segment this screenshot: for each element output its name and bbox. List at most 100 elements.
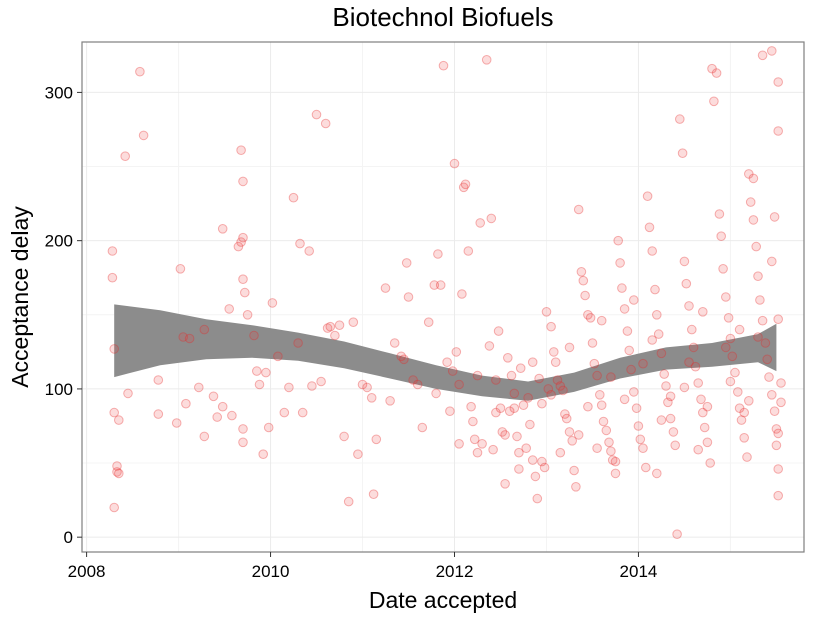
data-point <box>311 109 322 120</box>
data-point <box>457 289 467 299</box>
data-point <box>748 173 759 184</box>
data-point <box>527 455 538 465</box>
data-point <box>769 212 780 222</box>
data-point <box>181 398 191 409</box>
data-point <box>653 329 664 339</box>
data-point <box>466 401 476 412</box>
data-point <box>497 427 508 437</box>
data-point <box>734 403 745 414</box>
data-point <box>236 145 246 155</box>
data-point <box>555 447 566 458</box>
data-point <box>619 394 630 405</box>
data-point <box>576 267 587 277</box>
data-point <box>569 465 579 476</box>
chart-title: Biotechnol Biofuels <box>332 2 553 32</box>
data-point <box>598 416 609 427</box>
data-point <box>767 390 777 400</box>
smooth-band-group <box>114 304 777 401</box>
data-point <box>550 357 561 368</box>
data-point <box>665 413 676 424</box>
data-point <box>261 367 271 378</box>
y-axis-label: Acceptance delay <box>7 206 33 388</box>
data-point <box>208 391 219 402</box>
data-point <box>638 443 648 454</box>
data-point <box>675 114 685 124</box>
data-point <box>224 304 234 314</box>
data-point <box>233 241 244 252</box>
data-point <box>153 409 164 419</box>
data-point <box>564 342 575 353</box>
data-point <box>773 490 784 501</box>
data-point <box>709 96 719 107</box>
data-point <box>537 456 547 467</box>
data-point <box>684 357 694 368</box>
data-point <box>423 317 434 328</box>
y-tick-label: 300 <box>45 83 73 102</box>
data-point <box>659 369 670 379</box>
data-point <box>656 348 667 359</box>
data-point <box>438 60 449 71</box>
data-point <box>353 449 363 460</box>
data-point <box>707 63 717 74</box>
data-point <box>408 375 418 385</box>
data-point <box>273 351 283 362</box>
data-point <box>429 280 440 290</box>
data-point <box>521 443 532 454</box>
data-point <box>445 406 455 417</box>
data-point <box>546 321 556 332</box>
data-point <box>769 406 780 417</box>
data-point <box>757 315 768 326</box>
data-point <box>304 246 315 256</box>
data-point <box>613 235 624 246</box>
data-point <box>412 379 423 390</box>
data-point <box>619 304 630 314</box>
data-point <box>742 452 752 462</box>
data-point <box>705 458 716 468</box>
x-tick-label: 2014 <box>620 562 658 581</box>
data-point <box>721 292 731 302</box>
data-point <box>433 249 443 259</box>
data-point <box>773 464 784 474</box>
data-point <box>107 272 118 283</box>
data-point <box>549 347 559 357</box>
data-point <box>560 409 570 419</box>
smooth-confidence-band <box>114 304 777 401</box>
data-point <box>771 440 782 451</box>
data-point <box>263 422 274 433</box>
y-tick-label: 0 <box>64 528 73 547</box>
data-point <box>760 338 771 348</box>
data-point <box>711 68 722 78</box>
data-point <box>468 416 478 427</box>
data-point <box>112 467 122 477</box>
data-point <box>109 344 119 354</box>
data-point <box>138 130 149 141</box>
data-point <box>558 385 568 396</box>
data-point <box>652 310 662 320</box>
data-point <box>698 407 708 418</box>
data-point <box>175 264 186 274</box>
data-point <box>744 169 754 179</box>
data-point <box>123 388 133 399</box>
data-point <box>401 258 412 268</box>
data-point <box>506 370 517 381</box>
data-point <box>607 455 618 465</box>
data-point <box>583 310 593 320</box>
data-point <box>698 307 708 317</box>
data-point <box>642 191 653 201</box>
data-point <box>442 357 452 368</box>
data-point <box>552 375 563 385</box>
data-point <box>663 397 673 408</box>
data-point <box>307 381 317 391</box>
data-point <box>532 493 543 504</box>
data-point <box>714 209 725 219</box>
data-point <box>773 314 784 325</box>
data-point <box>583 401 593 412</box>
data-point <box>688 342 699 353</box>
grid-lines <box>82 42 804 552</box>
data-point <box>656 415 667 425</box>
data-point <box>284 382 294 393</box>
data-point <box>543 384 554 394</box>
data-point <box>238 437 248 448</box>
data-point <box>362 382 372 393</box>
data-point <box>578 275 589 286</box>
